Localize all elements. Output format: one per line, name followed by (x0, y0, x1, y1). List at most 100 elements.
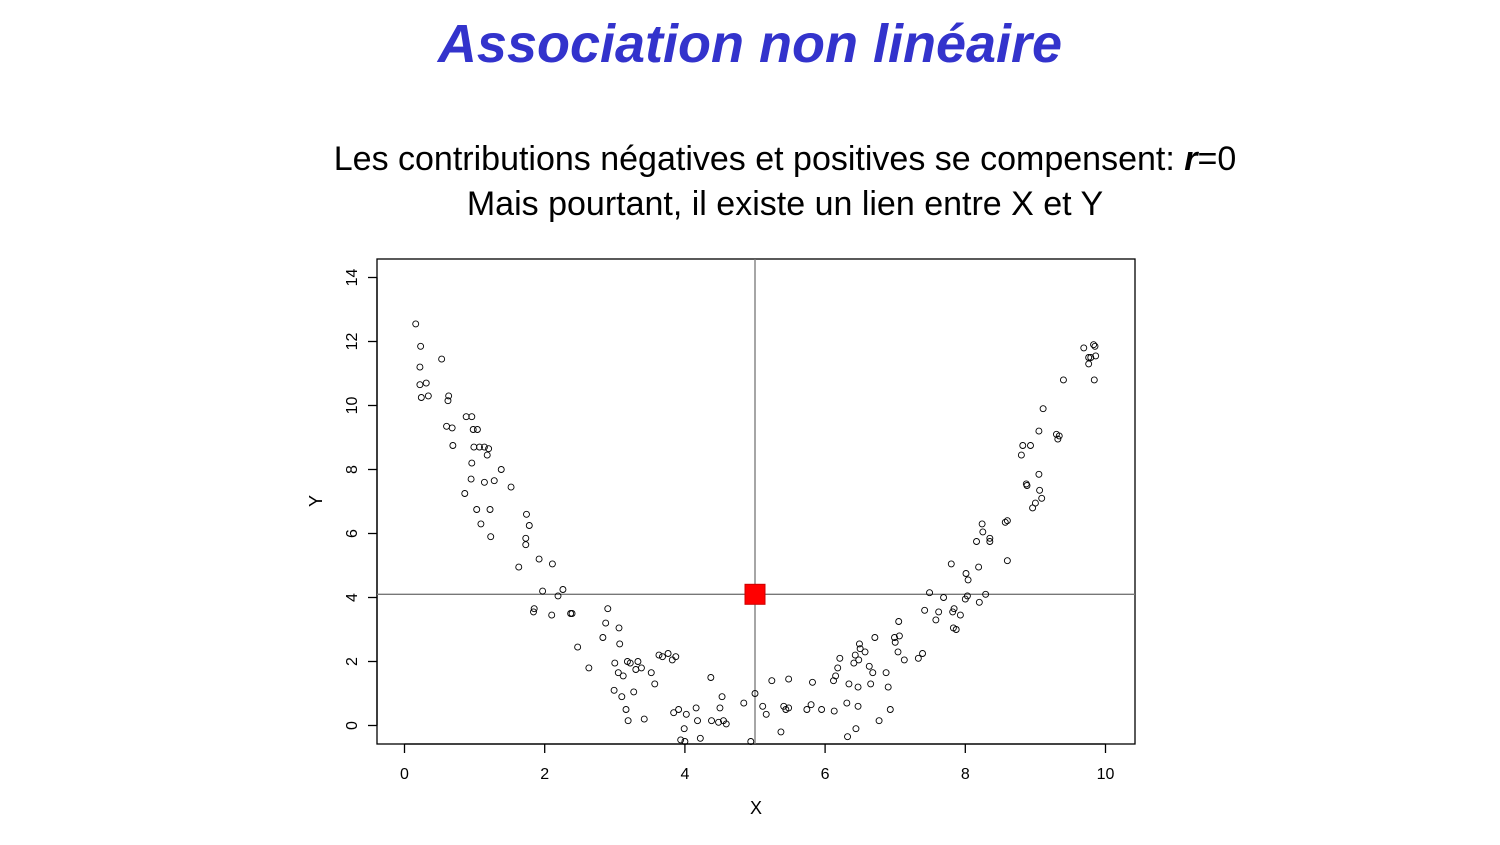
data-point (1039, 405, 1047, 413)
mean-point-marker (744, 583, 766, 605)
data-point (548, 560, 556, 568)
data-point (530, 605, 538, 613)
data-point (884, 683, 892, 691)
data-point (530, 608, 537, 616)
data-point (664, 650, 672, 657)
data-point (886, 706, 894, 713)
data-point (891, 638, 899, 646)
data-point (647, 669, 655, 677)
data-point (762, 710, 770, 718)
data-point (1023, 482, 1031, 489)
data-point (480, 478, 488, 486)
data-point (1091, 342, 1099, 350)
data-point (715, 718, 722, 726)
data-point (707, 674, 715, 681)
data-point (850, 659, 858, 667)
data-point (604, 605, 612, 613)
data-point (1035, 470, 1043, 478)
data-point (480, 443, 488, 451)
data-point (615, 624, 623, 632)
data-point (675, 706, 683, 713)
data-point (932, 616, 940, 624)
subtitle-line-1: Les contributions négatives et positives… (0, 137, 1500, 181)
x-tick-label: 10 (1097, 766, 1115, 783)
data-point (845, 680, 853, 688)
data-point (630, 688, 638, 696)
data-point (718, 693, 726, 701)
subtitle-line-1-text: Les contributions négatives et positives… (333, 140, 1185, 178)
data-point (785, 675, 793, 683)
data-point (681, 738, 689, 745)
data-point (803, 706, 811, 713)
data-point (438, 355, 446, 363)
data-point (624, 717, 632, 725)
data-point (855, 640, 863, 648)
data-point (626, 659, 634, 667)
data-point (1085, 360, 1093, 368)
plot-frame (376, 258, 1136, 745)
y-tick-label: 6 (344, 529, 361, 538)
y-tick-label: 10 (344, 397, 361, 415)
data-point (949, 608, 957, 616)
data-point (548, 611, 556, 619)
data-point (416, 381, 424, 389)
data-point (875, 717, 883, 725)
data-point (973, 538, 980, 545)
data-point (722, 720, 730, 728)
data-point (468, 459, 476, 467)
y-tick-label: 2 (344, 657, 361, 666)
data-point (963, 592, 971, 600)
data-point (809, 678, 816, 686)
data-point (914, 654, 922, 662)
data-point (926, 589, 933, 597)
data-point (473, 426, 481, 433)
data-point (964, 576, 972, 584)
data-point (807, 701, 815, 709)
data-point (843, 699, 851, 707)
data-point (1017, 451, 1025, 459)
data-point (855, 656, 863, 664)
data-point (844, 733, 851, 741)
data-point (882, 669, 890, 677)
data-point (708, 717, 715, 725)
data-point (785, 704, 793, 712)
data-point (507, 483, 515, 491)
data-point (978, 520, 986, 528)
data-point (585, 664, 593, 672)
data-point (417, 394, 425, 401)
x-axis-label: X (750, 798, 762, 818)
data-point (975, 563, 983, 571)
data-point (1019, 442, 1027, 449)
data-point (445, 392, 453, 400)
data-point (1036, 486, 1044, 494)
data-point (818, 706, 826, 713)
data-point (670, 709, 678, 717)
data-point (919, 650, 926, 657)
data-point (696, 734, 704, 742)
data-points (412, 320, 1100, 745)
data-point (473, 506, 481, 513)
data-point (852, 725, 860, 733)
data-point (461, 490, 469, 497)
subtitle-line-2: Mais pourtant, il existe un lien entre X… (466, 185, 1104, 223)
data-point (476, 443, 483, 451)
data-point (522, 541, 530, 549)
data-point (490, 477, 498, 485)
x-tick-label: 8 (961, 766, 970, 783)
data-point (497, 466, 505, 473)
data-point (1087, 354, 1095, 361)
data-point (470, 443, 478, 451)
y-tick-label: 14 (344, 269, 361, 287)
data-point (523, 510, 530, 518)
data-point (834, 664, 842, 672)
y-tick-label: 8 (344, 465, 361, 474)
data-point (1003, 517, 1011, 525)
x-tick-label: 4 (680, 766, 689, 783)
data-point (895, 632, 903, 640)
data-point (1080, 344, 1088, 352)
data-point (567, 610, 575, 617)
data-point (1055, 432, 1063, 440)
data-point (680, 725, 688, 733)
data-point (836, 654, 844, 662)
data-point (659, 653, 666, 661)
